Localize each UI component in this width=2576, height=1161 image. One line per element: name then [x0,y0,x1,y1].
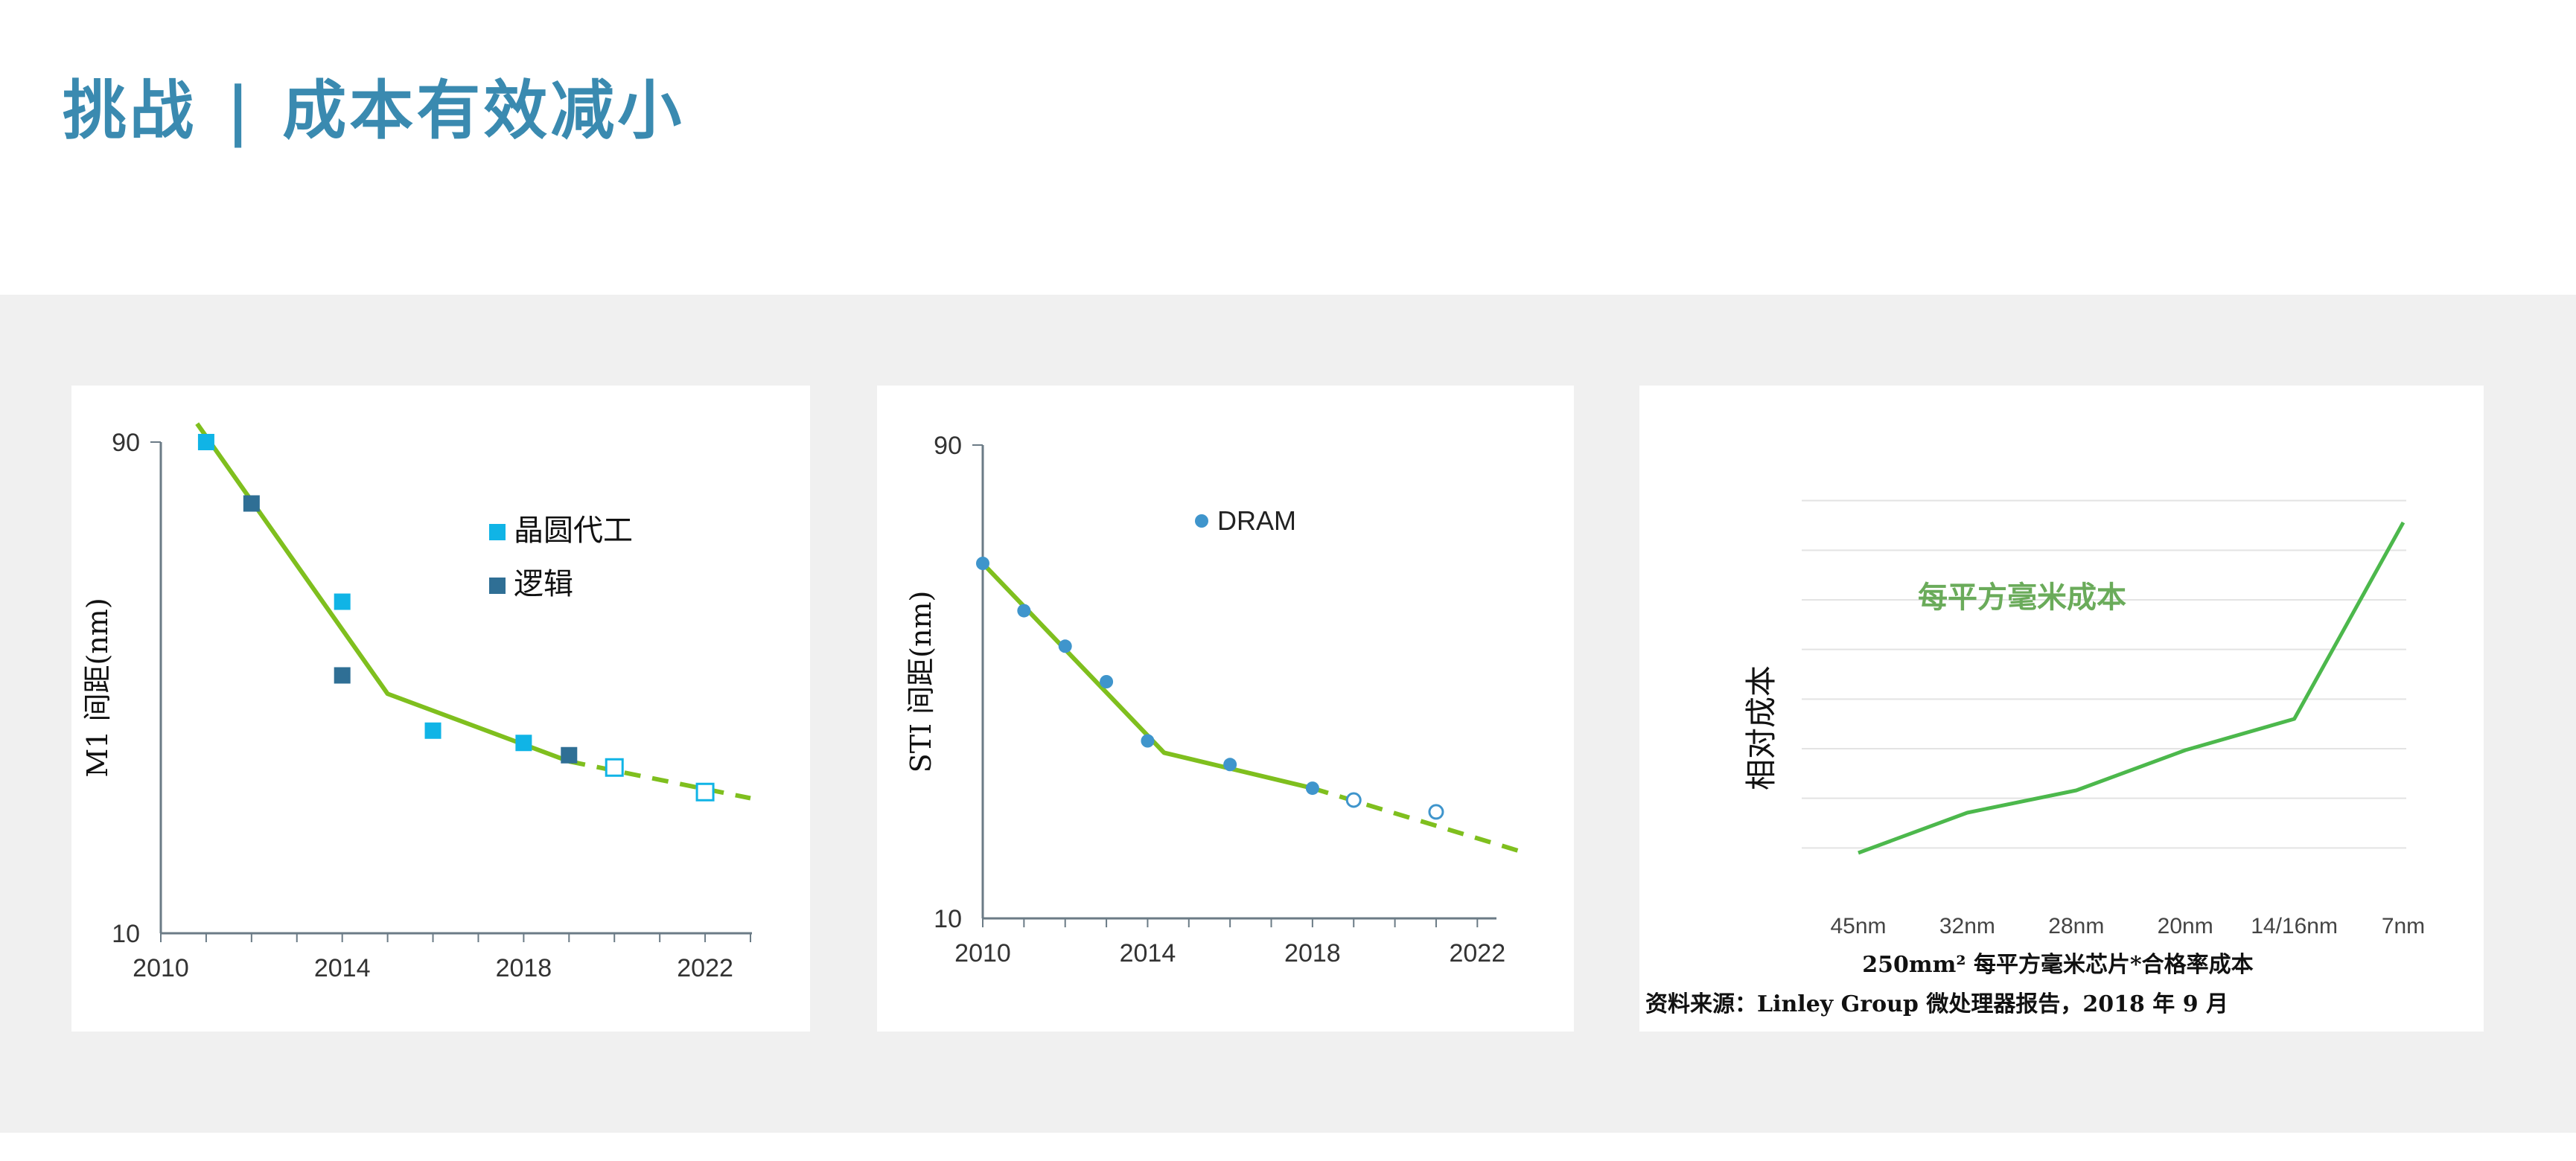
cost-x-tick-label: 45nm [1830,914,1886,938]
sti-data-point [976,557,989,570]
m1-data-point [605,758,624,777]
page-title: 挑战 | 成本有效减小 [63,58,684,151]
sti-x-tick-label: 2014 [1120,939,1176,968]
sti-data-point [1345,792,1362,808]
sti-data-point [1141,734,1155,748]
sti-x-tick-label: 2018 [1284,939,1341,968]
sti-x-tick-label: 2010 [954,939,1011,968]
source-note: 资料来源：Linley Group 微处理器报告，2018 年 9 月 [1645,991,2229,1017]
cost-x-tick-label: 14/16nm [2251,914,2338,938]
m1-y-tick-label: 90 [112,429,140,457]
cost-x-tick-label: 7nm [2382,914,2425,938]
sti-data-point [1058,639,1072,653]
m1-trend-line [195,422,570,764]
m1-x-tick-label: 2010 [133,954,189,982]
cost-chart-panel: 45nm 32nm 28nm 20nm 14/16nm 7nm 每平方毫米成本相对成本 250… [1639,386,2484,1032]
m1-x-tick-label: 2014 [314,954,371,982]
m1-data-point [334,593,351,610]
sti-data-point [1428,804,1444,820]
sti-pitch-chart: 2010 2014 2018 2022 90 10 STI 间距(nm) DRAM [905,432,1528,968]
sti-data-point [1017,604,1031,618]
m1-y-tick-label: 10 [112,920,140,948]
sti-data-point [1305,781,1319,796]
sti-y-tick-label: 10 [934,905,962,933]
m1-legend-label: 晶圆代工 [514,514,633,548]
cost-x-tick-label: 20nm [2158,914,2213,938]
m1-x-tick-label: 2018 [496,954,552,982]
m1-data-point [515,735,532,752]
cost-series-line [1858,521,2406,855]
m1-data-point [334,667,351,684]
m1-data-point [243,495,260,512]
m1-legend-label: 逻辑 [514,567,573,601]
sti-data-point [1223,758,1237,772]
m1-data-point [424,722,441,739]
sti-y-tick-label: 90 [934,432,962,460]
sti-legend-marker [1195,514,1208,528]
sti-trend-line [981,561,1313,791]
title-left: 挑战 [63,73,197,148]
cost-x-tick-label: 28nm [2048,914,2104,938]
m1-data-point [561,746,578,764]
title-separator: | [226,73,253,148]
sti-x-tick-label: 2022 [1449,939,1505,968]
sti-legend-label: DRAM [1217,505,1296,536]
cost-y-axis-label: 相对成本 [1743,665,1779,790]
sti-pitch-chart-panel: 2010 2014 2018 2022 90 10 STI 间距(nm) DRAM [877,386,1574,1032]
m1-pitch-chart-panel: 2010 2014 2018 2022 90 10 M1 间距(nm) 晶圆代工逻辑 [71,386,810,1032]
cost-x-axis-label: 250mm² 每平方毫米芯片*合格率成本 [1862,952,2253,978]
title-right: 成本有效减小 [282,73,685,148]
m1-trend-projection [568,759,751,801]
sti-trend-projection [1312,786,1528,856]
m1-data-point [695,782,715,802]
sti-data-point [1100,675,1114,688]
m1-data-point [197,434,214,450]
cost-x-tick-label: 32nm [1939,914,1995,938]
m1-legend-marker [489,578,506,594]
cost-annotation: 每平方毫米成本 [1918,580,2126,615]
m1-legend-marker [489,524,506,540]
m1-x-tick-label: 2022 [677,954,733,982]
m1-y-axis-label: M1 间距(nm) [81,598,114,777]
sti-y-axis-label: STI 间距(nm) [905,591,937,773]
